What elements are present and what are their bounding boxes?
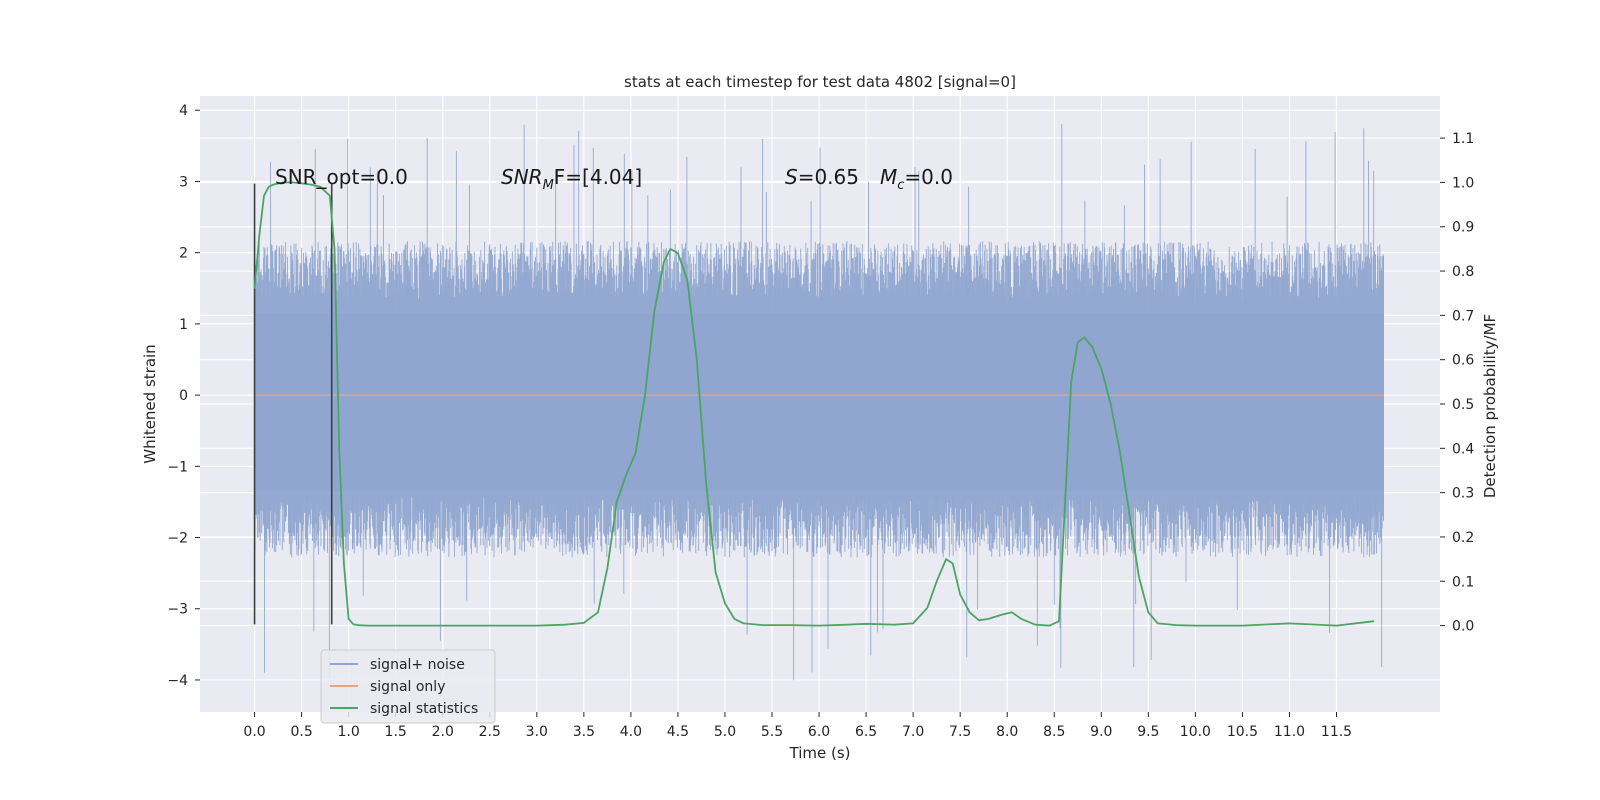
annotation-snr-mf-sub: M [543,178,554,193]
vertical-markers [253,183,333,625]
y-tick-label-left: −1 [167,459,188,475]
annotation-snr-mf: SNRMF=[4.04] [501,165,642,193]
annotation-s: S=0.65 [785,165,859,189]
y-tick-label-left: 0 [179,388,188,404]
x-tick-label: 7.0 [902,724,924,740]
x-tick-label: 7.5 [949,724,971,740]
annotation-s-label: S [785,165,798,189]
y-tick-label-right: 0.3 [1452,486,1474,502]
y-tick-label-left: 4 [179,103,188,119]
x-tick-label: 6.0 [808,724,830,740]
y-tick-label-left: −4 [167,673,188,689]
x-tick-label: 10.5 [1227,724,1258,740]
legend-label-statistics: signal statistics [370,701,478,717]
x-tick-label: 8.0 [996,724,1018,740]
annotation-s-value: =0.65 [798,165,859,189]
x-tick-label: 5.5 [761,724,783,740]
x-tick-label: 10.0 [1180,724,1211,740]
x-axis-label: Time (s) [789,744,851,762]
legend-label-noise: signal+ noise [370,657,465,673]
x-tick-label: 6.5 [855,724,877,740]
annotation-mc-label: M [880,165,897,189]
x-tick-label: 0.5 [290,724,312,740]
x-tick-label: 9.5 [1137,724,1159,740]
annotation-snr-mf-label: SNR [501,165,543,189]
y-tick-label-right: 0.1 [1452,574,1474,590]
annotation-mc-sub: c [897,178,904,193]
y-tick-label-right: 0.0 [1452,619,1474,635]
statistics-line [253,181,1375,627]
noise-series [254,124,1384,681]
x-tick-label: 2.5 [479,724,501,740]
annotation-mc: Mc=0.0 [880,165,953,193]
y-tick-label-right: 0.5 [1452,397,1474,413]
y-tick-label-left: −2 [167,531,188,547]
x-tick-label: 0.0 [243,724,265,740]
x-tick-label: 2.0 [432,724,454,740]
signal-statistics-series [253,181,1375,627]
annotation-snr-mf-rest: F=[4.04] [554,165,642,189]
y-tick-label-right: 1.0 [1452,175,1474,191]
x-tick-label: 8.5 [1043,724,1065,740]
y-tick-label-right: 0.9 [1452,220,1474,236]
x-ticks: 0.0 0.5 1.0 1.5 2.0 2.5 3.0 3.5 4.0 4.5 5.0 5.5 6.0 6… [243,712,1352,740]
x-tick-label: 3.0 [526,724,548,740]
legend: signal+ noise signal only signal statist… [320,649,496,724]
annotation-snr-opt: SNR_opt=0.0 [275,165,408,189]
chart-title: stats at each timestep for test data 480… [624,73,1016,91]
x-tick-label: 4.0 [620,724,642,740]
y-tick-label-right: 0.2 [1452,530,1474,546]
x-tick-label: 1.0 [338,724,360,740]
y-axis-label-left: Whitened strain [141,344,159,463]
x-tick-label: 11.5 [1321,724,1352,740]
legend-label-signal-only: signal only [370,679,445,695]
y-axis-label-right: Detection probability/MF [1481,314,1499,498]
y-tick-label-right: 0.6 [1452,353,1474,369]
x-tick-label: 9.0 [1090,724,1112,740]
y-ticks-right: 1.1 1.0 0.9 0.8 0.7 0.6 0.5 0.4 0.3 0.2 0.1 0.0 [1440,131,1474,635]
y-ticks-left: 4 3 2 1 0 −1 −2 −3 −4 [167,103,200,689]
x-tick-label: 11.0 [1274,724,1305,740]
x-tick-label: 4.5 [667,724,689,740]
x-tick-label: 1.5 [385,724,407,740]
y-tick-label-left: 2 [179,246,188,262]
noise-core [254,313,1384,492]
legend-box [320,649,496,724]
y-tick-label-right: 0.7 [1452,308,1474,324]
y-tick-label-right: 1.1 [1452,131,1474,147]
annotation-mc-value: =0.0 [904,165,953,189]
y-tick-label-left: −3 [167,602,188,618]
y-tick-label-left: 3 [179,174,188,190]
x-tick-label: 5.0 [714,724,736,740]
x-tick-label: 3.5 [573,724,595,740]
y-tick-label-right: 0.4 [1452,441,1474,457]
y-tick-label-left: 1 [179,317,188,333]
y-tick-label-right: 0.8 [1452,264,1474,280]
